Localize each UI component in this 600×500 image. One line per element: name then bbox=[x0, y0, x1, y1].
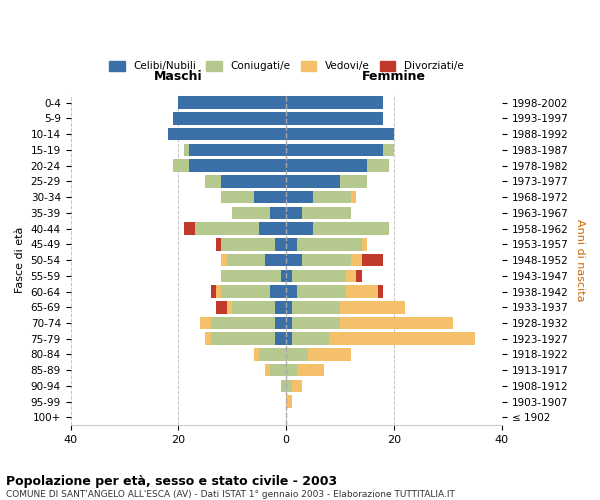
Bar bbox=[216, 238, 221, 250]
Bar bbox=[302, 206, 351, 219]
Legend: Celibi/Nubili, Coniugati/e, Vedovi/e, Divorziati/e: Celibi/Nubili, Coniugati/e, Vedovi/e, Di… bbox=[105, 57, 467, 76]
Bar bbox=[270, 364, 286, 376]
Bar bbox=[167, 128, 286, 140]
Bar bbox=[383, 144, 394, 156]
Bar bbox=[275, 316, 286, 330]
Bar bbox=[286, 96, 383, 109]
Bar bbox=[221, 238, 275, 250]
Bar bbox=[286, 238, 297, 250]
Bar bbox=[281, 270, 286, 282]
Bar bbox=[340, 316, 454, 330]
Bar bbox=[286, 332, 292, 345]
Bar bbox=[286, 144, 383, 156]
Bar bbox=[313, 222, 389, 235]
Bar bbox=[265, 254, 286, 266]
Bar bbox=[270, 285, 286, 298]
Bar bbox=[340, 301, 405, 314]
Text: COMUNE DI SANT'ANGELO ALL'ESCA (AV) - Dati ISTAT 1° gennaio 2003 - Elaborazione : COMUNE DI SANT'ANGELO ALL'ESCA (AV) - Da… bbox=[6, 490, 455, 499]
Bar bbox=[178, 96, 286, 109]
Bar bbox=[275, 238, 286, 250]
Bar bbox=[286, 254, 302, 266]
Text: Maschi: Maschi bbox=[154, 70, 203, 84]
Bar bbox=[313, 191, 351, 203]
Bar bbox=[346, 270, 356, 282]
Bar bbox=[173, 112, 286, 124]
Bar bbox=[184, 144, 189, 156]
Text: Femmine: Femmine bbox=[362, 70, 426, 84]
Bar bbox=[292, 380, 302, 392]
Bar bbox=[189, 160, 286, 172]
Bar bbox=[356, 270, 362, 282]
Bar bbox=[286, 175, 340, 188]
Bar bbox=[346, 285, 378, 298]
Bar bbox=[189, 144, 286, 156]
Bar bbox=[362, 254, 383, 266]
Bar bbox=[367, 160, 389, 172]
Bar bbox=[286, 364, 297, 376]
Bar bbox=[297, 285, 346, 298]
Bar bbox=[308, 348, 351, 361]
Bar bbox=[221, 175, 286, 188]
Bar bbox=[286, 112, 383, 124]
Bar bbox=[286, 301, 292, 314]
Bar bbox=[297, 238, 362, 250]
Bar bbox=[286, 191, 313, 203]
Bar bbox=[194, 222, 259, 235]
Bar bbox=[329, 332, 475, 345]
Bar bbox=[216, 301, 227, 314]
Bar bbox=[297, 364, 324, 376]
Bar bbox=[286, 396, 292, 408]
Bar bbox=[286, 128, 394, 140]
Bar bbox=[200, 316, 211, 330]
Bar bbox=[221, 254, 227, 266]
Bar bbox=[286, 380, 292, 392]
Bar bbox=[275, 301, 286, 314]
Bar bbox=[351, 254, 362, 266]
Bar bbox=[216, 285, 221, 298]
Bar bbox=[211, 332, 275, 345]
Bar bbox=[286, 285, 297, 298]
Bar bbox=[286, 160, 367, 172]
Bar bbox=[227, 254, 265, 266]
Bar bbox=[227, 301, 232, 314]
Bar bbox=[286, 316, 292, 330]
Text: Popolazione per età, sesso e stato civile - 2003: Popolazione per età, sesso e stato civil… bbox=[6, 475, 337, 488]
Bar bbox=[221, 191, 254, 203]
Bar bbox=[292, 332, 329, 345]
Bar bbox=[254, 348, 259, 361]
Bar bbox=[232, 301, 275, 314]
Bar bbox=[205, 332, 211, 345]
Y-axis label: Anni di nascita: Anni di nascita bbox=[575, 219, 585, 302]
Bar bbox=[270, 206, 286, 219]
Bar bbox=[362, 238, 367, 250]
Bar bbox=[292, 301, 340, 314]
Bar bbox=[351, 191, 356, 203]
Bar bbox=[340, 175, 367, 188]
Bar bbox=[292, 270, 346, 282]
Bar bbox=[265, 364, 270, 376]
Bar bbox=[254, 191, 286, 203]
Bar bbox=[281, 380, 286, 392]
Bar bbox=[211, 285, 216, 298]
Bar bbox=[286, 222, 313, 235]
Bar bbox=[221, 270, 281, 282]
Bar bbox=[211, 316, 275, 330]
Y-axis label: Fasce di età: Fasce di età bbox=[15, 227, 25, 293]
Bar bbox=[378, 285, 383, 298]
Bar bbox=[184, 222, 194, 235]
Bar bbox=[275, 332, 286, 345]
Bar bbox=[173, 160, 189, 172]
Bar bbox=[205, 175, 221, 188]
Bar bbox=[221, 285, 270, 298]
Bar bbox=[286, 348, 308, 361]
Bar bbox=[232, 206, 270, 219]
Bar bbox=[302, 254, 351, 266]
Bar bbox=[292, 316, 340, 330]
Bar bbox=[259, 348, 286, 361]
Bar bbox=[286, 206, 302, 219]
Bar bbox=[286, 270, 292, 282]
Bar bbox=[259, 222, 286, 235]
